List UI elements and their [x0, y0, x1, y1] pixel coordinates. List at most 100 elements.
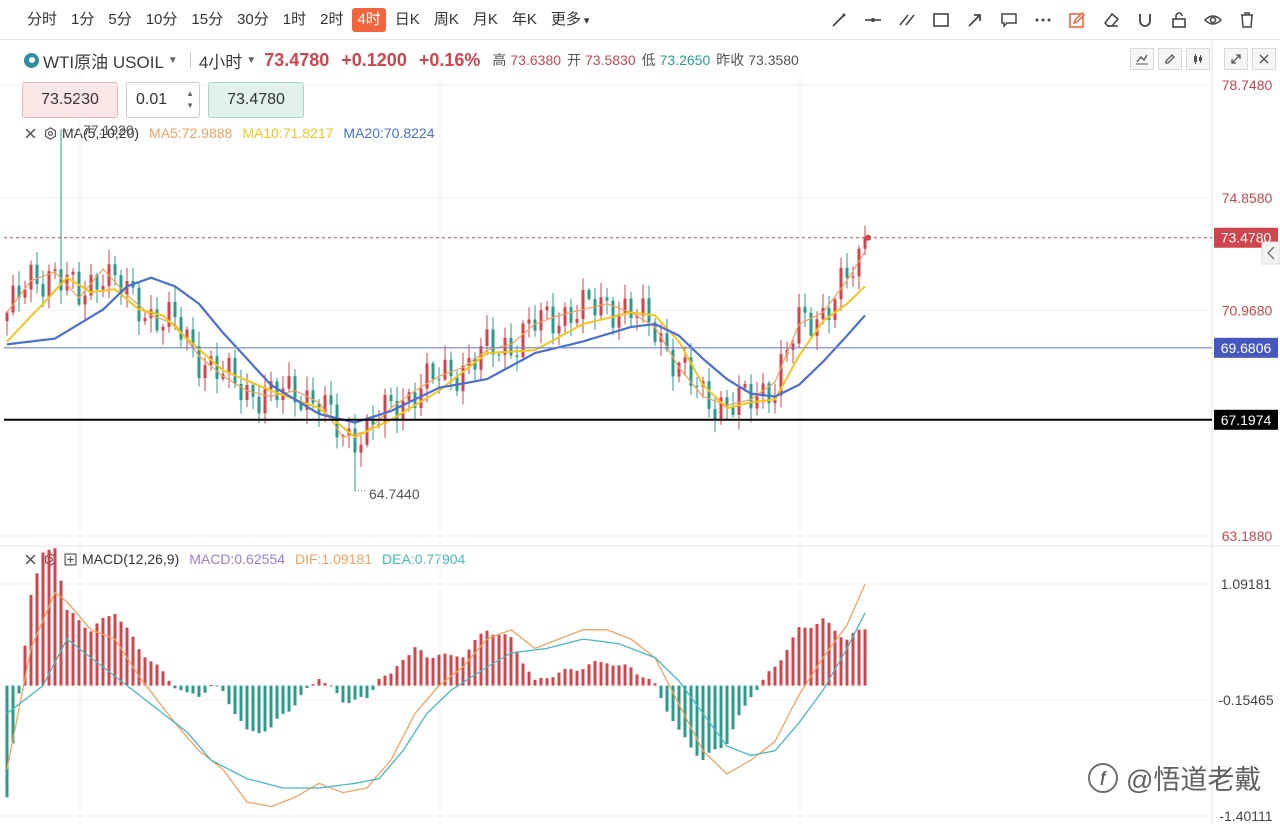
- candle-body: [485, 329, 489, 346]
- horizontal-line-tool[interactable]: [856, 8, 890, 32]
- period-tab[interactable]: 4时: [352, 8, 386, 32]
- ma5-value: MA5:72.9888: [149, 125, 233, 141]
- price-level-tag: [1214, 409, 1278, 430]
- chart-draw-button[interactable]: [1158, 48, 1182, 70]
- candle-body: [647, 298, 651, 323]
- macd-histogram-bar: [551, 677, 555, 686]
- gear-icon[interactable]: [42, 125, 58, 141]
- macd-histogram-bar: [443, 653, 447, 686]
- period-tab[interactable]: 1分: [71, 11, 95, 28]
- more-dots-icon: [1035, 18, 1051, 22]
- candle-body: [473, 357, 477, 370]
- period-tab[interactable]: 30分: [237, 11, 269, 28]
- candle-style-icon: [1136, 54, 1148, 65]
- macd-histogram-bar: [197, 685, 201, 697]
- macd-histogram-bar: [419, 650, 423, 686]
- close-chart-button[interactable]: [1252, 48, 1276, 70]
- macd-histogram-bar: [431, 657, 435, 686]
- candle-body: [179, 317, 183, 340]
- macd-histogram-bar: [35, 573, 39, 686]
- rectangle-tool[interactable]: [924, 8, 958, 32]
- candle-body: [17, 285, 21, 298]
- arrow-tool[interactable]: [958, 8, 992, 32]
- macd-histogram-bar: [839, 637, 843, 686]
- macd-histogram-bar: [317, 679, 321, 686]
- candle-body: [305, 390, 309, 410]
- low-value: 73.2650: [659, 52, 711, 68]
- fullscreen-button[interactable]: [1224, 48, 1248, 70]
- period-tab[interactable]: 周K: [433, 11, 459, 28]
- edit-tool[interactable]: [1060, 8, 1094, 32]
- candle-body: [539, 310, 543, 331]
- period-tab[interactable]: 5分: [108, 11, 132, 28]
- stepper-arrows-icon[interactable]: ▲ ▼: [186, 89, 194, 110]
- candle-body: [521, 323, 525, 358]
- candle-body: [329, 395, 333, 405]
- candle-body: [563, 307, 567, 326]
- period-tab[interactable]: 日K: [394, 11, 420, 28]
- macd-histogram-bar: [329, 685, 333, 687]
- side-panel-tab: [1261, 241, 1280, 265]
- more-dots-tool[interactable]: [1026, 8, 1060, 32]
- candle-body: [239, 383, 243, 400]
- period-tab[interactable]: 月K: [472, 11, 498, 28]
- comment-tool[interactable]: [992, 8, 1026, 32]
- macd-value: MACD:0.62554: [189, 551, 285, 567]
- chart-style-button[interactable]: [1130, 48, 1154, 70]
- candle-body: [617, 313, 621, 328]
- macd-histogram-bar: [149, 661, 153, 686]
- macd-histogram-bar: [545, 678, 549, 686]
- period-tab[interactable]: 10分: [145, 11, 178, 28]
- ma20-line: [6, 276, 866, 424]
- macd-histogram-bar: [659, 685, 663, 699]
- symbol-chevron-down-icon[interactable]: ▼: [167, 54, 178, 66]
- symbol-name[interactable]: WTI原油 USOIL: [43, 52, 164, 72]
- quantity-stepper[interactable]: 0.01 ▲ ▼: [126, 82, 200, 118]
- price-axis-tick: 70.9680: [1222, 303, 1273, 319]
- macd-histogram-bar: [515, 651, 519, 686]
- sell-price-button[interactable]: 73.5230: [22, 82, 118, 118]
- candle-body: [161, 326, 165, 331]
- eye-tool[interactable]: [1196, 8, 1230, 32]
- add-indicator-icon[interactable]: [62, 551, 78, 567]
- macd-histogram-bar: [131, 636, 135, 686]
- magnet-tool[interactable]: [1128, 8, 1162, 32]
- period-tab[interactable]: 更多: [546, 8, 595, 32]
- candle-body: [71, 271, 75, 275]
- candle-body: [731, 406, 735, 415]
- prev-close-value: 73.3580: [748, 52, 799, 68]
- period-tab[interactable]: 分时: [27, 11, 58, 28]
- period-tab[interactable]: 15分: [191, 11, 224, 28]
- trash-icon: [1241, 12, 1253, 28]
- close-icon[interactable]: [22, 125, 38, 141]
- timeframe-chevron-down-icon[interactable]: ▼: [246, 54, 257, 66]
- macd-histogram-bar: [119, 621, 123, 686]
- period-tab[interactable]: 2时: [320, 11, 344, 28]
- buy-price-button[interactable]: 73.4780: [208, 82, 304, 118]
- macd-histogram-bar: [737, 685, 741, 716]
- macd-histogram-bar: [371, 685, 375, 690]
- candle-body: [119, 275, 123, 296]
- chart-indicator-button[interactable]: [1186, 48, 1210, 70]
- pen-tool[interactable]: [822, 8, 856, 32]
- period-tab[interactable]: 年K: [511, 11, 537, 28]
- candle-body: [233, 357, 237, 384]
- candle-body: [83, 295, 87, 305]
- macd-histogram-bar: [791, 637, 795, 686]
- macd-histogram-bar: [287, 685, 291, 712]
- macd-histogram-bar: [491, 634, 495, 686]
- macd-histogram-bar: [143, 657, 147, 686]
- trash-tool[interactable]: [1230, 8, 1264, 32]
- macd-histogram-bar: [389, 673, 393, 686]
- macd-histogram-bar: [557, 672, 561, 686]
- candle-body: [263, 389, 267, 414]
- parallel-lines-tool[interactable]: [890, 8, 924, 32]
- close-icon[interactable]: [22, 551, 38, 567]
- price-level-label: 67.1974: [1221, 412, 1272, 428]
- lock-tool[interactable]: [1162, 8, 1196, 32]
- timeframe-select[interactable]: 4小时: [198, 52, 243, 72]
- period-tab[interactable]: 1时: [282, 11, 307, 28]
- eraser-tool[interactable]: [1094, 8, 1128, 32]
- candle-body: [245, 385, 249, 400]
